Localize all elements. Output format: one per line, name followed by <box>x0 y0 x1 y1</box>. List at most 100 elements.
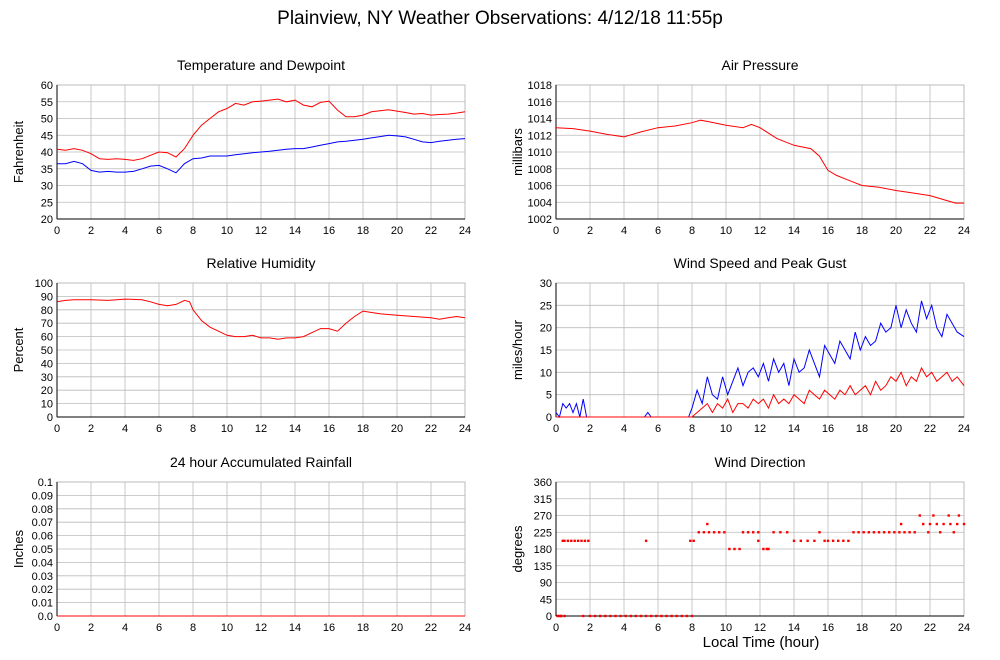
data-point <box>573 539 576 543</box>
x-tick-label: 12 <box>255 225 267 237</box>
data-point <box>576 539 580 543</box>
y-tick-label: 100 <box>35 278 53 290</box>
data-point <box>707 531 711 534</box>
y-tick-label: 1002 <box>528 214 552 226</box>
x-tick-label: 16 <box>323 622 335 634</box>
data-point <box>690 614 694 618</box>
data-point <box>583 539 587 543</box>
y-tick-label: 135 <box>534 561 552 573</box>
x-tick-label: 24 <box>958 622 970 634</box>
data-point <box>947 514 950 517</box>
y-tick-label: 0.08 <box>32 504 53 516</box>
y-tick-label: 1012 <box>528 130 552 142</box>
data-point <box>604 614 607 618</box>
y-tick-label: 50 <box>41 345 53 357</box>
data-point <box>697 531 700 534</box>
x-tick-label: 18 <box>357 423 369 435</box>
data-point <box>922 522 925 526</box>
y-tick-label: 20 <box>540 323 552 335</box>
y-tick-label: 0.09 <box>32 490 53 502</box>
x-tick-label: 16 <box>323 423 335 435</box>
x-tick-label: 20 <box>391 225 403 237</box>
data-point <box>670 614 673 618</box>
y-tick-label: 30 <box>540 278 552 290</box>
chart-title: Temperature and Dewpoint <box>177 57 345 73</box>
data-point <box>888 531 891 534</box>
data-point <box>746 531 750 534</box>
x-tick-label: 24 <box>459 622 471 634</box>
y-tick-label: 360 <box>534 477 552 489</box>
y-tick-label: 315 <box>534 494 552 506</box>
x-tick-label: 22 <box>924 622 936 634</box>
data-point <box>799 539 802 543</box>
data-point <box>558 614 561 618</box>
data-point <box>665 614 668 618</box>
y-tick-label: 40 <box>41 147 53 159</box>
y-tick-label: 1016 <box>528 97 552 109</box>
y-tick-label: 90 <box>540 578 552 590</box>
x-tick-label: 22 <box>425 622 437 634</box>
y-tick-label: 70 <box>41 318 53 330</box>
chart-title: Air Pressure <box>721 57 798 73</box>
series-line-1 <box>57 134 466 174</box>
data-point <box>563 614 566 618</box>
data-point <box>779 531 782 534</box>
data-point <box>563 539 566 543</box>
y-tick-label: 0.01 <box>32 598 53 610</box>
x-tick-label: 4 <box>122 225 128 237</box>
chart-title: Wind Speed and Peak Gust <box>674 255 847 271</box>
y-tick-label: 90 <box>41 291 53 303</box>
data-point <box>738 547 741 551</box>
data-point <box>792 539 796 543</box>
x-tick-label: 20 <box>391 423 403 435</box>
y-tick-label: 35 <box>41 164 53 176</box>
y-tick-label: 1014 <box>528 114 552 126</box>
x-tick-label: 2 <box>88 423 94 435</box>
x-tick-label: 14 <box>289 225 301 237</box>
data-point <box>559 614 563 618</box>
data-point <box>614 614 617 618</box>
x-tick-label: 8 <box>689 225 695 237</box>
data-point <box>956 522 959 526</box>
series-line-0 <box>555 119 964 204</box>
data-point <box>949 522 952 526</box>
data-point <box>877 531 881 534</box>
data-point <box>634 614 638 618</box>
data-point <box>706 522 709 526</box>
data-point <box>566 539 570 543</box>
chart-title: Wind Direction <box>714 454 805 470</box>
x-tick-label: 6 <box>655 423 661 435</box>
x-tick-label: 2 <box>587 423 593 435</box>
data-point <box>624 614 627 618</box>
x-tick-label: 0 <box>553 423 559 435</box>
x-tick-label: 10 <box>720 225 732 237</box>
y-tick-label: 30 <box>41 372 53 384</box>
x-tick-label: 10 <box>221 622 233 634</box>
y-tick-label: 45 <box>41 130 53 142</box>
data-point <box>831 539 835 543</box>
x-tick-label: 0 <box>553 622 559 634</box>
x-tick-label: 18 <box>856 622 868 634</box>
y-tick-label: 60 <box>41 332 53 344</box>
series-line-0 <box>56 98 466 161</box>
series-line-0 <box>555 300 965 419</box>
y-tick-label: 30 <box>41 181 53 193</box>
data-point <box>712 531 716 534</box>
x-tick-label: 8 <box>190 423 196 435</box>
y-tick-label: 60 <box>41 80 53 92</box>
data-point <box>939 531 942 534</box>
data-point <box>752 531 755 534</box>
x-tick-label: 22 <box>425 225 437 237</box>
y-tick-label: 25 <box>41 197 53 209</box>
scatter-series <box>556 514 966 618</box>
x-tick-label: 0 <box>54 423 60 435</box>
y-tick-label: 0.06 <box>32 531 53 543</box>
x-tick-label: 20 <box>890 225 902 237</box>
x-tick-label: 6 <box>156 622 162 634</box>
x-tick-label: 8 <box>190 225 196 237</box>
x-tick-label: 20 <box>890 622 902 634</box>
data-point <box>582 614 585 618</box>
data-point <box>818 531 821 534</box>
y-tick-label: 15 <box>540 345 552 357</box>
